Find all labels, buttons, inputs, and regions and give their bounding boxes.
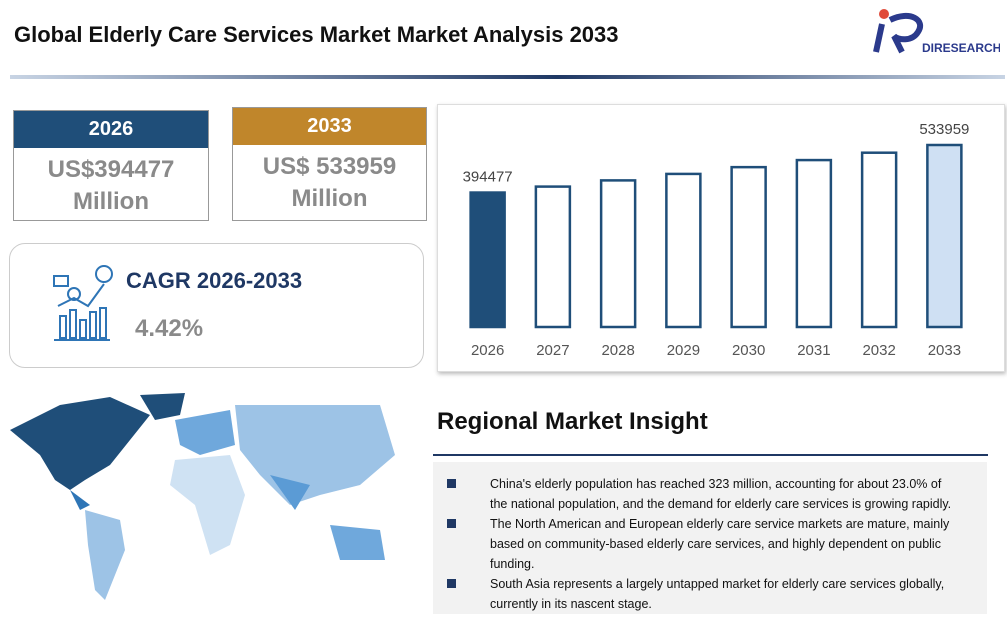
card: 2026 US$394477 Million: [13, 110, 209, 221]
logo-text: DIRESEARCH: [922, 41, 1000, 55]
x-tick-label: 2030: [732, 342, 765, 359]
card-year: 2033: [233, 108, 426, 145]
chart-box: [437, 104, 1005, 372]
x-tick-label: 2031: [797, 342, 830, 359]
bar: [599, 179, 637, 329]
card-value: US$ 533959 Million: [262, 153, 397, 212]
x-tick-label: 2026: [471, 342, 504, 359]
bar: [534, 185, 572, 329]
value-label: 394477: [463, 169, 513, 186]
cagr-value: 4.42%: [135, 315, 204, 342]
x-tick-label: 2027: [536, 342, 569, 359]
bar: [926, 143, 963, 329]
header-rule: [10, 75, 1005, 79]
bar: [730, 165, 767, 329]
chart: 2026 394477 2027 2028 2029 2030 2031 2032 2033 53…: [463, 121, 970, 359]
card-year: 2026: [14, 111, 208, 148]
x-tick-label: 2033: [928, 342, 961, 359]
cagr-label: CAGR 2026-2033: [126, 268, 303, 293]
insight-item: China's elderly population has reached 3…: [433, 474, 960, 514]
x-tick-label: 2029: [667, 342, 700, 359]
bar: [665, 172, 702, 329]
insight-title: Regional Market Insight: [437, 408, 708, 435]
insight-box: China's elderly population has reached 3…: [433, 462, 987, 614]
world-map: [10, 393, 395, 600]
insight-item: The North American and European elderly …: [433, 514, 960, 574]
bar: [795, 158, 833, 329]
logo: DIRESEARCH: [873, 9, 1000, 55]
cagr-box: CAGR 2026-2033 4.42%: [9, 243, 424, 368]
cagr-icon: [53, 265, 113, 341]
bar: [469, 191, 506, 329]
bar: [860, 151, 898, 329]
value-label: 533959: [919, 121, 969, 138]
x-tick-label: 2032: [862, 342, 895, 359]
page-title: Global Elderly Care Services Market Mark…: [14, 22, 619, 47]
insight-item: South Asia represents a largely untapped…: [433, 574, 960, 614]
x-tick-label: 2028: [601, 342, 634, 359]
insight-rule: [433, 454, 988, 456]
card: 2033 US$ 533959 Million: [232, 107, 427, 221]
card-value: US$394477 Million: [47, 156, 175, 215]
